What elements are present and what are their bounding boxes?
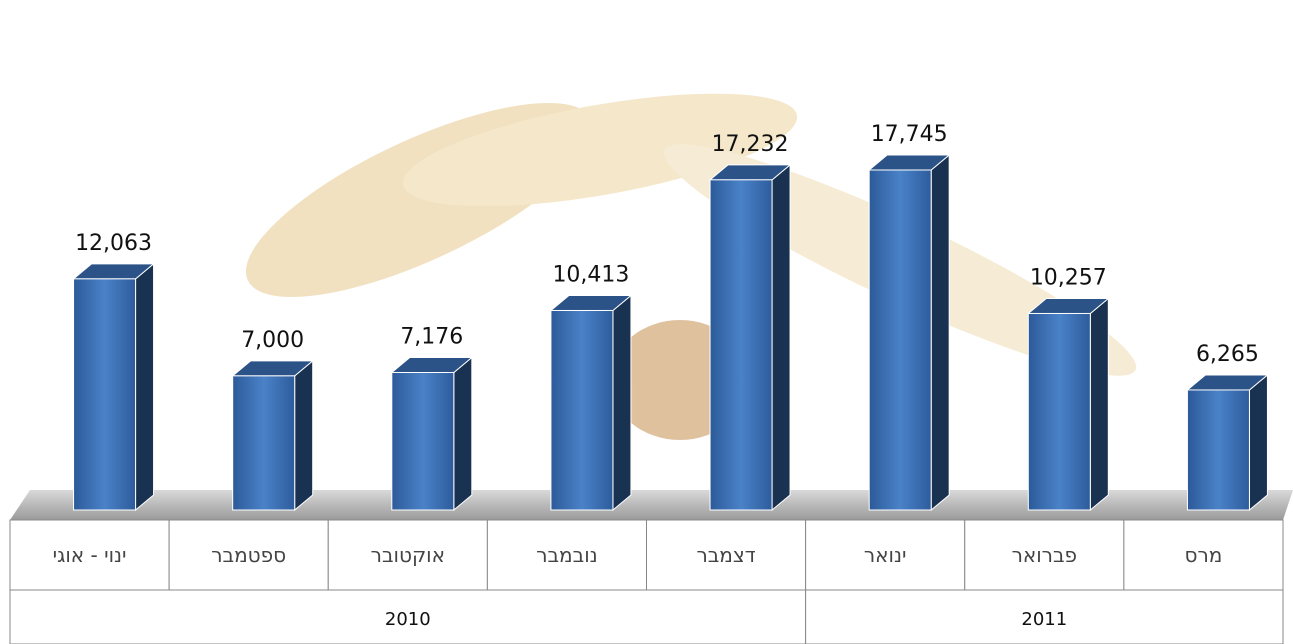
x-tick-label: מרס	[1185, 543, 1223, 567]
bar-side	[772, 165, 790, 510]
bar-front	[233, 376, 295, 510]
bar-front	[551, 310, 613, 510]
bar	[1028, 298, 1108, 510]
x-tick-label: ינוי - אוגי	[53, 543, 127, 567]
bar-side	[1090, 298, 1108, 510]
group-label: 2011	[1021, 609, 1067, 630]
data-label: 10,413	[552, 262, 629, 287]
group-label: 2010	[385, 609, 431, 630]
bar-front	[392, 373, 454, 510]
bar	[392, 358, 472, 510]
chart: 12,063 7,000 7,176 10,413 17,232 17,745 10,257…	[0, 0, 1293, 644]
data-label: 7,000	[241, 328, 304, 353]
data-label: 17,745	[871, 122, 948, 147]
bar	[74, 264, 154, 510]
bar	[869, 155, 949, 510]
bar	[233, 361, 313, 510]
data-label: 6,265	[1196, 342, 1259, 367]
bar-front	[1028, 313, 1090, 510]
bar-side	[295, 361, 313, 510]
x-tick-label: נובמבר	[536, 543, 597, 567]
bar-side	[136, 264, 154, 510]
data-label: 17,232	[712, 132, 789, 157]
x-tick-label: ספטמבר	[211, 543, 286, 567]
data-label: 12,063	[75, 231, 152, 256]
bar-side	[1249, 375, 1267, 510]
bar-front	[74, 279, 136, 510]
x-tick-label: ינואר	[864, 543, 907, 567]
bar-side	[613, 295, 631, 510]
x-tick-label: דצמבר	[696, 543, 755, 567]
bar	[1187, 375, 1267, 510]
wheat-decoration	[222, 65, 1152, 440]
data-label: 10,257	[1030, 265, 1107, 290]
bar-side	[931, 155, 949, 510]
bar	[551, 295, 631, 510]
bar-front	[710, 180, 772, 510]
x-tick-label: פברואר	[1012, 543, 1077, 567]
x-tick-label: אוקטובר	[371, 543, 445, 567]
data-label: 7,176	[400, 325, 463, 350]
bar-front	[869, 170, 931, 510]
bar-side	[454, 358, 472, 510]
bar	[710, 165, 790, 510]
bar-front	[1187, 390, 1249, 510]
